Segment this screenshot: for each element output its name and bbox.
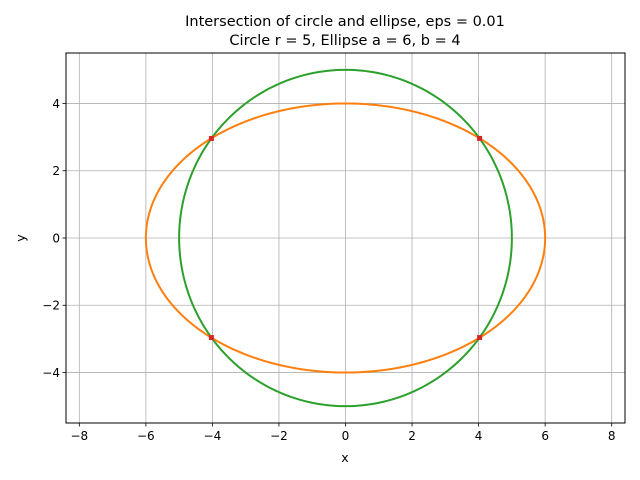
x-tick-label: 8 xyxy=(608,429,616,443)
x-tick-label: 6 xyxy=(541,429,549,443)
intersection-point xyxy=(208,135,214,141)
x-tick-label: −8 xyxy=(70,429,88,443)
grid xyxy=(66,53,625,423)
ellipse-curve xyxy=(144,102,547,374)
y-tick-label: 0 xyxy=(52,231,60,245)
intersection-point xyxy=(477,335,483,341)
x-tick-label: 2 xyxy=(408,429,416,443)
y-tick-label: −4 xyxy=(42,366,60,380)
axis-ticks: −8 −6 −4 −2 0 2 4 6 8 −4 −2 0 2 4 xyxy=(42,97,615,443)
y-tick-label: −2 xyxy=(42,299,60,313)
x-tick-label: 0 xyxy=(342,429,350,443)
y-axis-label: y xyxy=(13,234,28,242)
intersection-point xyxy=(208,335,214,341)
x-tick-label: −6 xyxy=(137,429,155,443)
x-tick-label: −2 xyxy=(270,429,288,443)
x-tick-label: 4 xyxy=(475,429,483,443)
chart-title: Intersection of circle and ellipse, eps … xyxy=(185,14,505,30)
intersection-points xyxy=(208,135,483,341)
y-tick-label: 4 xyxy=(52,97,60,111)
y-tick-label: 2 xyxy=(52,164,60,178)
x-tick-label: −4 xyxy=(204,429,222,443)
x-axis-label: x xyxy=(341,450,348,465)
chart-subtitle: Circle r = 5, Ellipse a = 6, b = 4 xyxy=(229,33,460,49)
series-layer xyxy=(144,68,547,408)
intersection-point xyxy=(477,135,483,141)
circle-curve xyxy=(178,68,513,408)
